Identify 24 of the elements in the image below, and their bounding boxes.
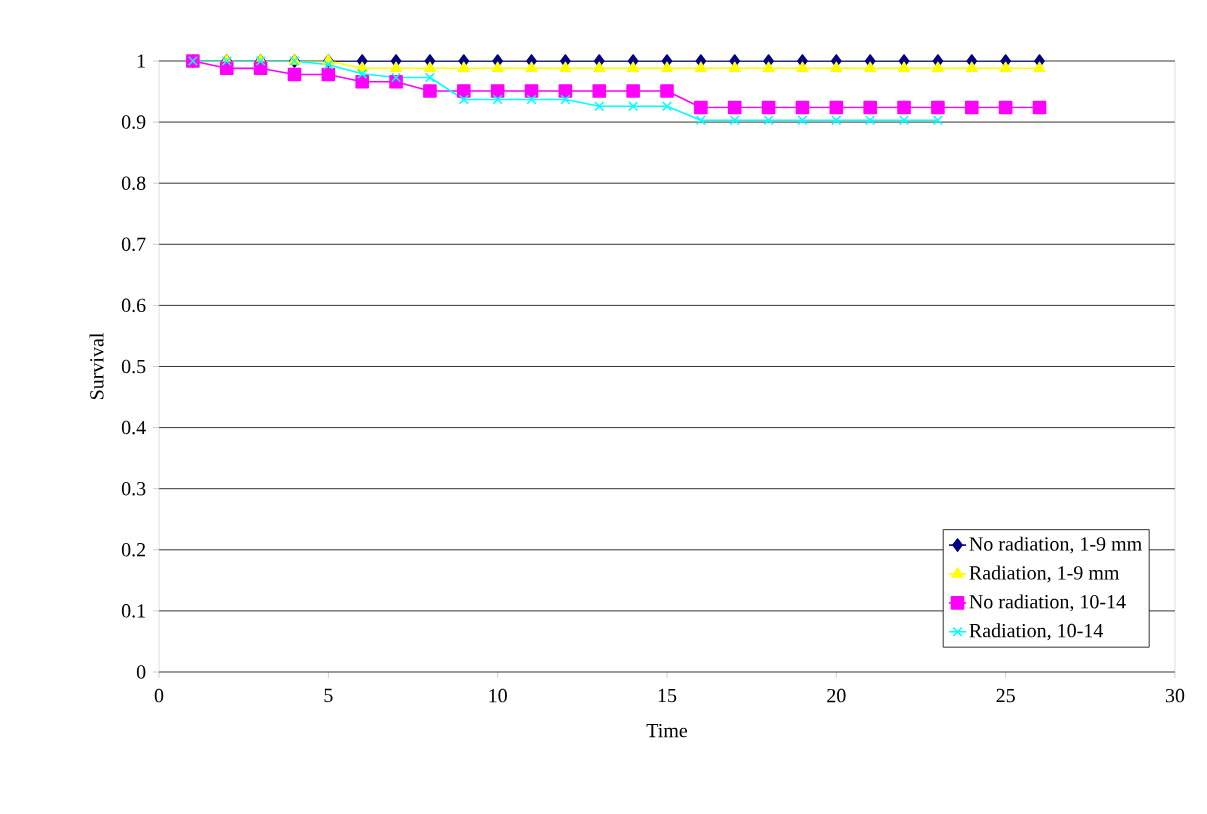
x-tick-label: 10 <box>489 688 507 703</box>
x-axis-title: Time <box>646 723 688 738</box>
x-tick-label: 25 <box>996 688 1015 703</box>
y-tick-label: 0.7 <box>121 237 146 252</box>
x-tick-label: 5 <box>324 688 333 703</box>
legend-label: No radiation, 10-14 <box>969 594 1126 612</box>
x-tick-label: 30 <box>1165 688 1185 703</box>
x-tick-label: 15 <box>658 688 677 703</box>
y-tick-label: 0 <box>136 665 146 679</box>
y-tick-label: 0.9 <box>121 115 146 129</box>
y-tick-label: 0.6 <box>121 298 146 313</box>
x-tick-label: 0 <box>154 688 164 703</box>
y-tick-label: 0.4 <box>121 420 146 435</box>
legend-label: Radiation, 10-14 <box>969 623 1104 641</box>
legend-label: No radiation, 1-9 mm <box>969 536 1142 554</box>
y-tick-label: 0.1 <box>121 604 145 618</box>
x-tick-label: 20 <box>827 688 846 703</box>
y-tick-label: 0.3 <box>121 481 146 496</box>
y-axis-title: Survival <box>89 333 104 400</box>
legend-label: Radiation, 1-9 mm <box>969 565 1120 583</box>
y-tick-label: 0.5 <box>121 359 146 374</box>
y-tick-label: 1 <box>137 54 145 68</box>
y-tick-label: 0.8 <box>121 176 146 190</box>
y-tick-label: 0.2 <box>121 543 146 557</box>
